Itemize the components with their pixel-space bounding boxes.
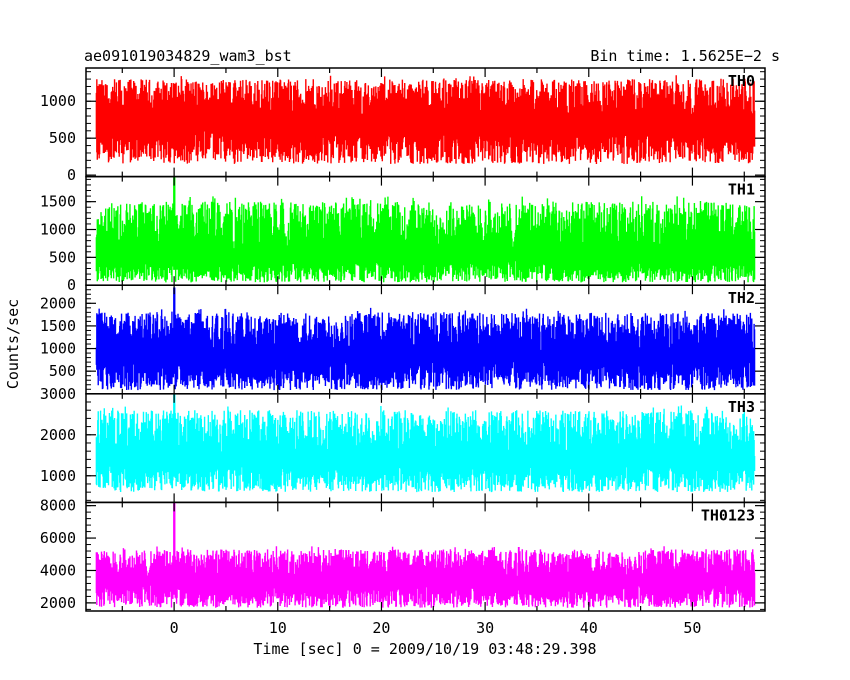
x-tick-label: 50 xyxy=(683,619,701,637)
y-tick-label: 8000 xyxy=(40,497,76,515)
panel-label-th0123: TH0123 xyxy=(701,506,755,524)
panel-th2: TH2 500 1000 1500 2000 xyxy=(40,284,766,395)
y-tick-label: 500 xyxy=(49,129,76,147)
y-tick-label: 2000 xyxy=(40,294,76,312)
panel-label-th2: TH2 xyxy=(728,289,755,307)
series-th0123 xyxy=(95,502,756,608)
y-tick-label: 0 xyxy=(67,276,76,294)
x-tick-label: 40 xyxy=(580,619,598,637)
y-tick-label: 0 xyxy=(67,166,76,184)
chart-title-right: Bin time: 1.5625E−2 s xyxy=(590,47,780,65)
x-tick-label: 10 xyxy=(269,619,287,637)
x-axis-label: Time [sec] 0 = 2009/10/19 03:48:29.398 xyxy=(253,640,596,658)
panel-label-th1: TH1 xyxy=(728,181,755,199)
panel-frame xyxy=(85,501,766,612)
y-tick-label: 500 xyxy=(49,248,76,266)
y-tick-label: 1000 xyxy=(40,340,76,358)
series-th2 xyxy=(95,287,756,391)
series-th1 xyxy=(95,176,756,283)
chart-title-left: ae091019034829_wam3_bst xyxy=(84,47,292,65)
y-tick-label: 1000 xyxy=(40,467,76,485)
y-tick-label: 6000 xyxy=(40,529,76,547)
y-tick-label: 1500 xyxy=(40,317,76,335)
y-tick-label: 2000 xyxy=(40,594,76,612)
y-tick-label: 1500 xyxy=(40,193,76,211)
panel-th0: TH0 0 500 1000 xyxy=(40,67,766,184)
y-tick-label: 3000 xyxy=(40,385,76,403)
panels-group: TH005001000TH1050010001500TH250010001500… xyxy=(40,67,766,637)
x-tick-label: 0 xyxy=(170,619,179,637)
series-th0 xyxy=(95,75,756,164)
y-tick-label: 2000 xyxy=(40,426,76,444)
y-tick-label: 500 xyxy=(49,362,76,380)
panel-label-th0: TH0 xyxy=(728,72,755,90)
x-tick-label: 20 xyxy=(372,619,390,637)
panel-th1: TH1 0 500 1000 1500 xyxy=(40,175,766,294)
y-tick-label: 4000 xyxy=(40,561,76,579)
y-tick-label: 1000 xyxy=(40,92,76,110)
series-th3 xyxy=(95,393,756,493)
y-axis-label: Counts/sec xyxy=(4,299,22,389)
panel-label-th3: TH3 xyxy=(728,398,755,416)
panel-th3: TH3 1000 2000 3000 xyxy=(40,385,766,504)
x-tick-label: 30 xyxy=(476,619,494,637)
panel-th0123: TH0123 2000 4000 6000 8000 xyxy=(40,497,766,612)
y-tick-label: 1000 xyxy=(40,221,76,239)
